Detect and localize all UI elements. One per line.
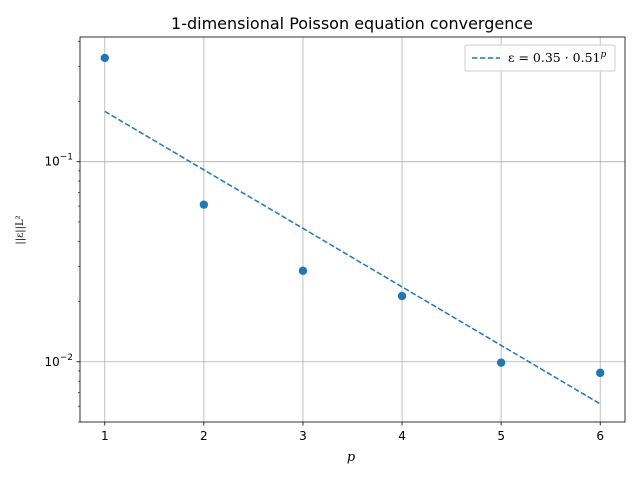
- data-point: [100, 53, 109, 63]
- legend-label: ε = 0.35 · 0.51p: [508, 50, 606, 65]
- chart-title: 1-dimensional Poisson equation convergen…: [171, 14, 533, 33]
- x-tick-label: 1: [101, 429, 109, 443]
- y-axis-label: ||ε||L²: [15, 215, 26, 244]
- x-tick-label: 4: [398, 429, 406, 443]
- x-tick-label: 2: [200, 429, 208, 443]
- legend-label-main: ε = 0.35 · 0.51: [508, 50, 600, 65]
- legend-box: [464, 44, 616, 72]
- y-tick-label-base: 10: [44, 155, 59, 169]
- plot-series: [100, 53, 605, 405]
- plot-frame: [79, 36, 626, 423]
- x-tick-label: 5: [497, 429, 505, 443]
- legend-label-exponent: p: [600, 50, 606, 60]
- x-axis-label: p: [347, 450, 356, 465]
- data-point: [397, 291, 407, 301]
- fit-line: [104, 110, 601, 405]
- x-tick-label: 6: [596, 429, 604, 443]
- axis-ticks: 1 2 3 4 5 610−110−2: [44, 40, 604, 443]
- grid-lines: [80, 37, 625, 422]
- x-tick-label: 3: [299, 429, 307, 443]
- data-point: [596, 368, 605, 378]
- y-tick-label-base: 10: [44, 355, 59, 369]
- y-tick-label-exponent: −2: [60, 353, 73, 363]
- y-tick-label: 10−2: [44, 353, 73, 369]
- data-point: [496, 358, 506, 367]
- data-point: [298, 266, 308, 275]
- legend: ε = 0.35 · 0.51p: [464, 44, 616, 72]
- y-tick-label: 10−1: [44, 153, 73, 169]
- y-tick-label-exponent: −1: [60, 153, 73, 163]
- data-point: [199, 200, 209, 209]
